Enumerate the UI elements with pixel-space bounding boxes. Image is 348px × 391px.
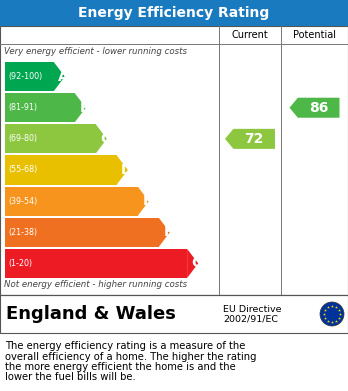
Text: (69-80): (69-80) — [8, 135, 37, 143]
Bar — [5, 187, 138, 216]
Text: C: C — [101, 132, 111, 146]
Polygon shape — [96, 124, 107, 153]
Text: Energy Efficiency Rating: Energy Efficiency Rating — [78, 6, 270, 20]
Text: A: A — [58, 70, 69, 84]
Bar — [5, 218, 159, 247]
Polygon shape — [54, 62, 65, 91]
Text: 2002/91/EC: 2002/91/EC — [223, 314, 278, 323]
Bar — [0, 0, 348, 26]
Text: 86: 86 — [309, 101, 328, 115]
Bar — [5, 62, 54, 91]
Text: England & Wales: England & Wales — [6, 305, 176, 323]
Text: Current: Current — [232, 30, 268, 40]
Polygon shape — [187, 249, 198, 278]
Text: Not energy efficient - higher running costs: Not energy efficient - higher running co… — [4, 280, 187, 289]
Text: The energy efficiency rating is a measure of the: The energy efficiency rating is a measur… — [5, 341, 245, 351]
Bar — [5, 156, 117, 185]
Bar — [5, 93, 75, 122]
Text: EU Directive: EU Directive — [223, 305, 282, 314]
Circle shape — [320, 302, 344, 326]
Polygon shape — [117, 156, 128, 185]
Text: (55-68): (55-68) — [8, 165, 37, 174]
Text: the more energy efficient the home is and the: the more energy efficient the home is an… — [5, 362, 236, 372]
Text: (81-91): (81-91) — [8, 103, 37, 112]
Text: F: F — [164, 225, 174, 239]
Text: Potential: Potential — [293, 30, 336, 40]
Text: (92-100): (92-100) — [8, 72, 42, 81]
Bar — [5, 249, 187, 278]
Polygon shape — [225, 129, 275, 149]
Text: lower the fuel bills will be.: lower the fuel bills will be. — [5, 373, 136, 382]
Text: 72: 72 — [244, 132, 264, 146]
Polygon shape — [75, 93, 86, 122]
Polygon shape — [159, 218, 170, 247]
Text: E: E — [143, 194, 152, 208]
Text: Very energy efficient - lower running costs: Very energy efficient - lower running co… — [4, 47, 187, 56]
Polygon shape — [290, 98, 340, 118]
Bar — [0, 295, 348, 333]
Text: G: G — [191, 256, 203, 271]
Polygon shape — [138, 187, 149, 216]
Text: (1-20): (1-20) — [8, 259, 32, 268]
Text: overall efficiency of a home. The higher the rating: overall efficiency of a home. The higher… — [5, 352, 256, 362]
Text: B: B — [79, 101, 90, 115]
Bar — [5, 124, 96, 153]
Bar — [0, 26, 348, 295]
Text: (39-54): (39-54) — [8, 197, 37, 206]
Text: (21-38): (21-38) — [8, 228, 37, 237]
Text: D: D — [121, 163, 133, 177]
